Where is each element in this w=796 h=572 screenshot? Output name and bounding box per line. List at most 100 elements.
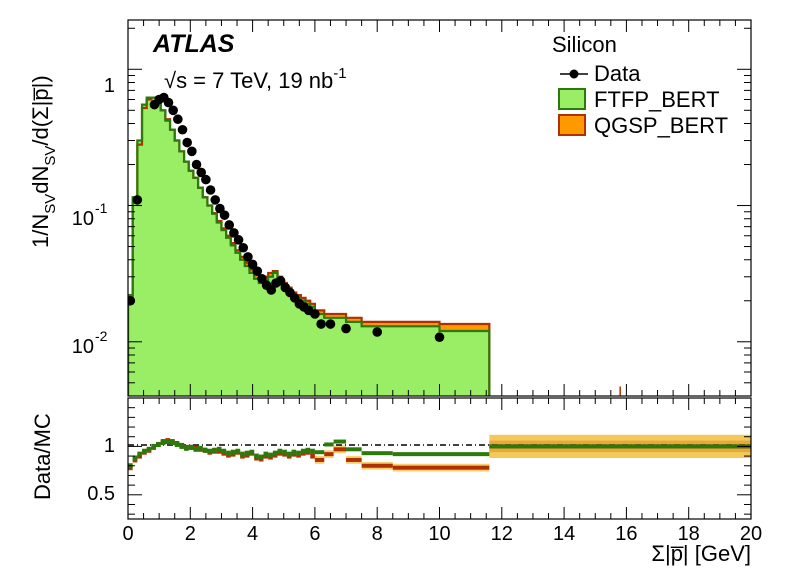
ratio-ftfp-14 xyxy=(193,446,199,452)
ratio-ftfp-34 xyxy=(286,451,292,457)
legend-entry-ftfp: FTFP_BERT xyxy=(558,87,720,112)
data-point-19 xyxy=(229,228,239,238)
data-point-7 xyxy=(173,114,183,125)
data-point-10 xyxy=(187,146,197,157)
data-point-14 xyxy=(205,185,216,195)
data-point-36 xyxy=(310,309,320,319)
ratio-qgsp-43 xyxy=(346,457,362,462)
data-point-37 xyxy=(316,319,326,329)
y-tick-1-base: 1 xyxy=(104,75,115,97)
energy-text: √s = 7 TeV, 19 nb xyxy=(164,68,333,93)
main-panel: 1 10 -1 10 -2 1/NSVdNSV/d(Σ|p̅|) ATLAS √… xyxy=(28,19,752,397)
main-panel-x-ticks xyxy=(127,20,752,396)
y-label-sub1: SV xyxy=(42,194,59,214)
legend-data-marker xyxy=(569,69,579,79)
ratio-ftfp-46 xyxy=(439,452,490,457)
x-tick-label-14: 14 xyxy=(553,523,575,545)
ratio-ftfp-8 xyxy=(165,439,171,445)
ratio-ftfp-44 xyxy=(361,451,393,456)
data-point-18 xyxy=(224,220,235,230)
ratio-qgsp-44 xyxy=(361,463,393,468)
data-point-38 xyxy=(325,319,336,329)
ratio-ftfp-41 xyxy=(324,442,334,447)
ratio-ftfp-22 xyxy=(230,449,236,455)
x-tick-label-10: 10 xyxy=(428,523,450,545)
data-point-22 xyxy=(243,252,253,262)
ratio-ftfp-29 xyxy=(263,451,269,457)
x-tick-label-20: 20 xyxy=(740,523,762,545)
x-tick-label-4: 4 xyxy=(247,523,258,545)
ratio-ftfp-24 xyxy=(240,451,245,457)
ratio-ftfp-7 xyxy=(160,440,166,446)
y-label-end: /d(Σ|p̅|) xyxy=(28,75,53,145)
legend-qgsp-label: QGSP_BERT xyxy=(594,113,728,138)
y-tick-0.1-exp: -1 xyxy=(95,200,108,216)
ratio-ftfp-33 xyxy=(282,449,287,455)
data-point-17 xyxy=(219,210,230,220)
ratio-y-axis-label: Data/MC xyxy=(30,413,55,500)
legend-data-label: Data xyxy=(594,61,641,86)
ratio-ftfp-19 xyxy=(216,446,222,452)
ratio-ftfp-5 xyxy=(151,443,157,449)
ratio-ftfp-2 xyxy=(137,451,143,457)
ratio-qgsp-41 xyxy=(324,452,334,457)
ratio-y-tick-1: 1 xyxy=(104,435,115,457)
ratio-ftfp-10 xyxy=(174,441,180,447)
x-axis-label: Σ|p̅| [GeV] xyxy=(651,541,751,566)
ratio-ftfp-12 xyxy=(184,445,189,451)
ratio-ftfp-4 xyxy=(146,446,152,452)
y-tick-label-1: 1 xyxy=(104,75,115,97)
ratio-panel-y-ticks xyxy=(128,407,751,515)
ratio-ftfp-40 xyxy=(314,450,325,455)
x-tick-label-2: 2 xyxy=(185,523,196,545)
data-point-41 xyxy=(434,332,445,343)
ratio-qgsp-40 xyxy=(314,457,325,462)
ftfp-histogram-outline xyxy=(128,96,491,396)
ratio-ftfp-26 xyxy=(249,449,255,455)
ratio-qgsp-39 xyxy=(310,453,315,459)
data-point-13 xyxy=(201,174,211,185)
ratio-ftfp-45 xyxy=(392,452,440,457)
ratio-ftfp-20 xyxy=(221,448,227,454)
ratio-ftfp-31 xyxy=(272,450,278,456)
ratio-ftfp-13 xyxy=(188,444,194,450)
ratio-ftfp-17 xyxy=(207,448,213,454)
y-tick-label-0.01: 10 -2 xyxy=(72,328,108,358)
ratio-ftfp-11 xyxy=(179,443,185,449)
energy-label: √s = 7 TeV, 19 nb-1 xyxy=(164,65,347,93)
ratio-y-tick-0.5: 0.5 xyxy=(87,483,115,505)
ftfp-histogram-fill xyxy=(128,97,490,396)
ratio-ftfp-32 xyxy=(277,448,283,454)
ratio-ftfp-25 xyxy=(244,450,250,456)
histogram-bars xyxy=(128,96,621,396)
y-tick-label-0.1: 10 -1 xyxy=(72,200,108,230)
ratio-ftfp-3 xyxy=(142,448,147,454)
y-label-sub2: SV xyxy=(42,146,59,166)
ratio-ftfp-36 xyxy=(296,450,301,456)
ratio-panel-x-ticks xyxy=(127,398,752,519)
ratio-ftfp-9 xyxy=(170,440,175,446)
legend-ftfp-label: FTFP_BERT xyxy=(594,87,720,112)
data-point-8 xyxy=(177,124,188,135)
data-point-20 xyxy=(233,235,244,245)
ratio-ftfp-18 xyxy=(212,447,217,453)
x-tick-label-8: 8 xyxy=(372,523,383,545)
x-tick-label-0: 0 xyxy=(122,523,133,545)
data-point-5 xyxy=(163,97,174,108)
y-tick-0.1-base: 10 xyxy=(72,208,94,230)
legend-entry-data: Data xyxy=(560,61,641,86)
x-tick-labels: 0 2 4 6 8 10 12 14 16 18 20 xyxy=(122,523,762,545)
legend-entry-qgsp: QGSP_BERT xyxy=(558,113,728,138)
ratio-ftfp-37 xyxy=(300,448,306,454)
x-tick-label-18: 18 xyxy=(678,523,700,545)
x-tick-label-6: 6 xyxy=(309,523,320,545)
ratio-ftfp-27 xyxy=(254,453,259,459)
legend-title: Silicon xyxy=(552,32,617,57)
ratio-ftfp-21 xyxy=(226,450,231,456)
ratio-panel: 0 2 4 6 8 10 12 14 16 18 20 1 0.5 Data/MC Σ|p̅| [G… xyxy=(30,397,762,566)
legend-ftfp-swatch xyxy=(558,88,586,110)
data-point-24 xyxy=(252,266,263,276)
main-y-axis-label: 1/NSVdNSV/d(Σ|p̅|) xyxy=(28,75,59,248)
data-point-21 xyxy=(238,242,249,253)
ratio-ftfp-15 xyxy=(198,445,203,451)
